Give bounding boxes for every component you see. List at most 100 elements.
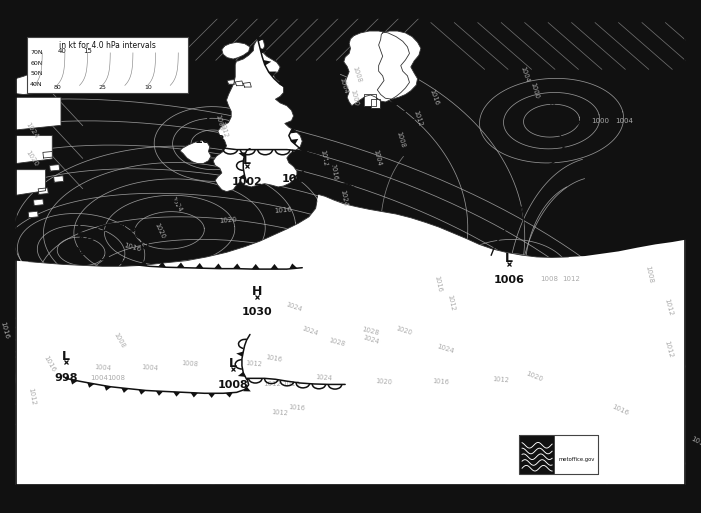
Polygon shape (39, 188, 48, 194)
Text: 25: 25 (99, 85, 107, 90)
Text: 1012: 1012 (664, 340, 674, 359)
Polygon shape (377, 31, 421, 99)
Text: 1020: 1020 (395, 325, 413, 336)
Polygon shape (268, 71, 277, 76)
Text: L: L (293, 152, 301, 165)
Polygon shape (15, 170, 46, 195)
Text: 1004: 1004 (141, 364, 158, 372)
Text: 1012: 1012 (664, 298, 674, 317)
Polygon shape (196, 263, 203, 268)
Text: 1016: 1016 (433, 275, 442, 293)
Text: 1012: 1012 (690, 435, 701, 448)
Polygon shape (191, 392, 198, 398)
Text: 1020: 1020 (525, 371, 544, 383)
Text: 1016: 1016 (329, 163, 338, 181)
Text: 40: 40 (58, 48, 67, 54)
Polygon shape (291, 87, 298, 93)
Polygon shape (343, 31, 409, 106)
Text: 1024: 1024 (315, 373, 332, 381)
Text: L: L (229, 358, 237, 370)
Polygon shape (34, 199, 43, 206)
Text: 1016: 1016 (0, 320, 10, 339)
Polygon shape (545, 164, 550, 169)
Polygon shape (172, 48, 179, 52)
Text: 1003: 1003 (194, 134, 225, 145)
Polygon shape (554, 127, 561, 131)
Text: 1008: 1008 (215, 114, 225, 132)
Text: 1006: 1006 (494, 275, 524, 285)
Polygon shape (299, 120, 308, 125)
Text: 1016: 1016 (123, 243, 142, 253)
Polygon shape (364, 94, 376, 106)
Polygon shape (179, 57, 186, 62)
Text: 1000: 1000 (591, 117, 608, 124)
Text: 1016: 1016 (274, 206, 292, 214)
Text: 40N: 40N (30, 82, 43, 87)
Polygon shape (156, 391, 163, 396)
Text: 1030: 1030 (241, 307, 272, 318)
Text: 1016: 1016 (42, 354, 57, 373)
Text: 1012: 1012 (493, 376, 510, 383)
Text: 1012: 1012 (271, 409, 289, 416)
Polygon shape (121, 259, 129, 264)
Polygon shape (416, 128, 423, 132)
Polygon shape (183, 67, 189, 72)
Polygon shape (257, 36, 265, 42)
Text: 1008: 1008 (644, 265, 653, 284)
Text: 998: 998 (54, 373, 77, 383)
Text: 1014: 1014 (66, 247, 97, 256)
Text: 1024: 1024 (285, 302, 303, 313)
Text: 1012: 1012 (562, 277, 580, 282)
Polygon shape (104, 386, 111, 391)
Text: 1012: 1012 (245, 360, 262, 367)
Text: in kt for 4.0 hPa intervals: in kt for 4.0 hPa intervals (60, 42, 156, 50)
Text: 1008: 1008 (352, 65, 362, 83)
Text: 1012: 1012 (412, 109, 423, 127)
Polygon shape (328, 184, 334, 188)
Text: 1001: 1001 (282, 174, 312, 184)
Text: 1008: 1008 (112, 331, 126, 349)
Text: 1016: 1016 (433, 379, 449, 386)
Polygon shape (301, 149, 309, 154)
Text: L: L (62, 350, 69, 363)
Polygon shape (87, 383, 95, 388)
Text: 1020: 1020 (154, 222, 166, 239)
Polygon shape (180, 140, 211, 164)
Text: 1004: 1004 (339, 77, 349, 94)
Polygon shape (557, 156, 564, 161)
Text: H: H (252, 285, 262, 298)
Polygon shape (238, 152, 246, 157)
Polygon shape (238, 174, 246, 180)
Text: 1008: 1008 (218, 380, 249, 390)
Text: 1004: 1004 (372, 149, 382, 167)
Bar (554, 436, 599, 473)
Text: 1004: 1004 (94, 364, 111, 372)
Text: 1028: 1028 (361, 326, 380, 336)
Text: 995: 995 (540, 116, 563, 126)
Text: L: L (547, 94, 556, 107)
Text: 1016: 1016 (265, 354, 283, 363)
Polygon shape (117, 56, 164, 75)
Polygon shape (226, 392, 233, 398)
Text: L: L (505, 252, 512, 265)
Polygon shape (301, 178, 306, 183)
Polygon shape (182, 77, 188, 82)
Polygon shape (28, 211, 39, 218)
Text: 1008: 1008 (395, 130, 406, 148)
Text: 1024: 1024 (301, 325, 319, 337)
Text: L: L (77, 224, 85, 238)
Text: 15: 15 (83, 48, 93, 54)
Polygon shape (271, 264, 278, 269)
Polygon shape (208, 393, 215, 398)
Polygon shape (177, 263, 185, 268)
Text: 1004: 1004 (519, 65, 530, 83)
Text: 1008: 1008 (181, 360, 198, 367)
Text: 1004: 1004 (90, 376, 108, 381)
Polygon shape (214, 264, 222, 269)
Text: 1016: 1016 (611, 403, 630, 416)
Bar (519, 436, 599, 473)
Text: 1000: 1000 (529, 82, 540, 99)
Polygon shape (310, 108, 318, 114)
Text: 60N: 60N (30, 61, 43, 66)
Polygon shape (71, 379, 78, 385)
